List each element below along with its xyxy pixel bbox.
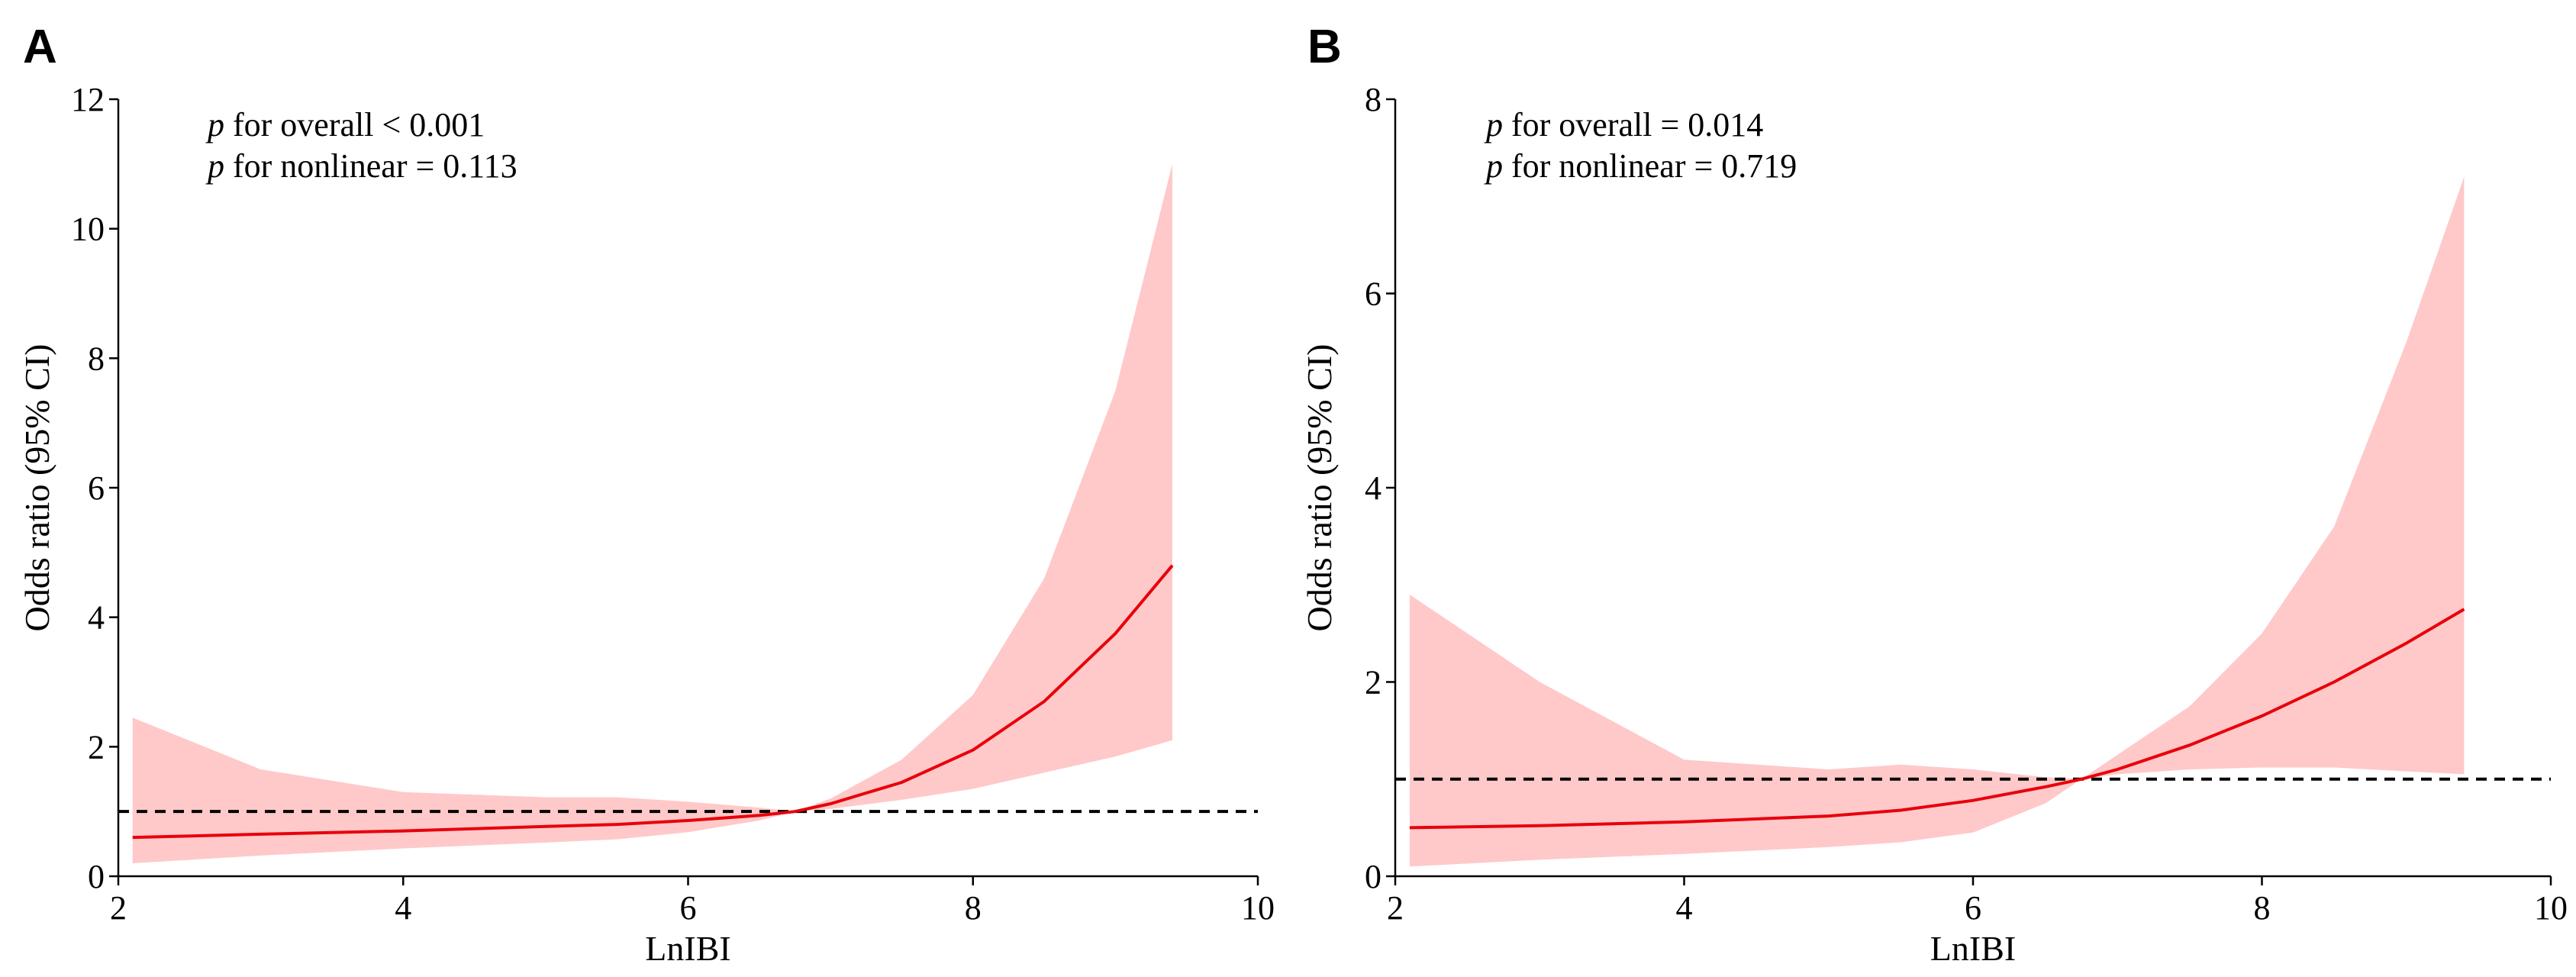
x-tick-label-a: 2 [110,889,127,927]
annotation-p-symbol: p [205,106,224,143]
y-tick-label-b: 8 [1365,81,1381,118]
y-tick-label-a: 8 [88,340,105,377]
annotation-p-symbol: p [205,147,224,185]
x-tick-label-a: 6 [680,889,697,927]
panel-letter-a: A [23,21,57,73]
annotation-p-symbol: p [1484,147,1503,185]
annotation-a-1: p for overall < 0.001 [205,106,485,143]
y-tick-label-a: 10 [71,211,105,248]
y-tick-label-a: 2 [88,728,105,766]
x-tick-label-b: 10 [2534,889,2568,927]
x-tick-label-b: 2 [1387,889,1404,927]
x-tick-label-a: 8 [965,889,982,927]
confidence-band-b [1409,176,2465,867]
odds-ratio-line-b [1409,608,2465,830]
annotation-text: for overall = 0.014 [1503,106,1763,143]
annotation-text: for nonlinear = 0.113 [224,147,517,185]
panel-letter-b: B [1307,21,1342,73]
y-tick-label-b: 2 [1365,664,1381,701]
y-tick-label-b: 6 [1365,276,1381,313]
y-tick-label-b: 4 [1365,469,1381,507]
y-tick-label-b: 0 [1365,858,1381,895]
y-tick-label-a: 12 [71,81,105,118]
x-tick-label-a: 10 [1241,889,1275,927]
annotation-b-1: p for overall = 0.014 [1484,106,1763,143]
x-tick-label-a: 4 [395,889,411,927]
annotation-a-2: p for nonlinear = 0.113 [205,147,517,185]
confidence-band-a [132,163,1173,864]
y-tick-label-a: 4 [88,599,105,637]
y-tick-label-a: 0 [88,858,105,895]
y-axis-title-a: Odds ratio (95% CI) [18,344,56,632]
odds-ratio-line-a [132,564,1174,840]
y-tick-label-a: 6 [88,469,105,507]
x-tick-label-b: 6 [1965,889,1981,927]
annotation-p-symbol: p [1484,106,1503,143]
annotation-text: for overall < 0.001 [224,106,485,143]
x-axis-title-b: LnIBI [1930,929,2016,968]
annotation-b-2: p for nonlinear = 0.719 [1484,147,1797,185]
x-axis-title-a: LnIBI [645,929,730,968]
annotation-text: for nonlinear = 0.719 [1503,147,1797,185]
x-tick-label-b: 4 [1676,889,1693,927]
y-axis-title-b: Odds ratio (95% CI) [1300,344,1339,632]
x-tick-label-b: 8 [2254,889,2271,927]
